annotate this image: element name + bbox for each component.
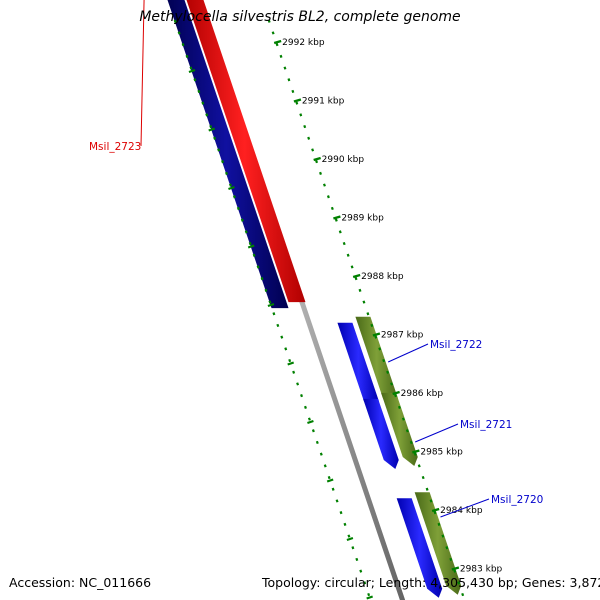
gene-label-msil-2723[interactable]: Msil_2723: [89, 141, 141, 153]
gene-msil-2723-band-outer[interactable]: [183, 0, 306, 303]
leader-line: [140, 0, 145, 147]
outer-dotted-track: [267, 19, 465, 597]
scale-tick-2991: 2991 kbp: [208, 97, 345, 132]
gene-label-msil-2722[interactable]: Msil_2722: [430, 339, 482, 351]
leader-line: [387, 343, 429, 363]
scale-tick-label: 2983 kbp: [460, 565, 503, 575]
scale-tick-2986: 2986 kbp: [307, 389, 444, 425]
gene-msil-2720-arrow[interactable]: [396, 498, 443, 598]
scale-tick-label: 2985 kbp: [420, 448, 463, 458]
scale-tick-2988: 2988 kbp: [267, 272, 404, 308]
scale-ticks-layer: 2992 kbp 2991 kbp 2990 kbp 2989 kbp 2988 kbp…: [173, 19, 503, 600]
scale-tick-2983: 2983 kbp: [366, 565, 503, 600]
gene-label-msil-2721[interactable]: Msil_2721: [460, 419, 512, 431]
scale-tick-label: 2986 kbp: [401, 389, 444, 399]
scale-tick-label: 2991 kbp: [302, 97, 345, 107]
scale-tick-2992: 2992 kbp: [188, 38, 325, 74]
gene-msil-2721-rna-band[interactable]: [381, 392, 418, 467]
scale-tick-2990: 2990 kbp: [228, 155, 365, 191]
gene-label-msil-2720[interactable]: Msil_2720: [491, 494, 543, 506]
scale-tick-2987: 2987 kbp: [287, 331, 424, 366]
scale-tick-2984: 2984 kbp: [346, 506, 483, 542]
gene-msil-2723-band-inner[interactable]: [164, 0, 289, 309]
leader-line: [414, 423, 459, 443]
gene-msil-2720-rna-band[interactable]: [414, 492, 462, 595]
scale-tick-label: 2987 kbp: [381, 331, 424, 341]
gene-msil-2721-arrow[interactable]: [363, 398, 399, 470]
map-title: Methylocella silvestris BL2, complete ge…: [139, 9, 461, 25]
gene-msil-2722-arrow[interactable]: [337, 322, 380, 411]
tracks-layer: [164, 0, 462, 600]
genome-summary-text: Topology: circular; Length: 4,305,430 bp…: [262, 575, 600, 590]
leader-line: [440, 498, 490, 518]
scale-tick-label: 2984 kbp: [440, 506, 483, 516]
scale-tick-2985: 2985 kbp: [326, 448, 463, 483]
scale-tick-label: 2990 kbp: [322, 155, 365, 165]
gene-msil-2722-rna-band[interactable]: [355, 316, 399, 408]
scale-tick-label: 2988 kbp: [361, 272, 404, 282]
accession-text: Accession: NC_011666: [9, 575, 152, 590]
inner-dotted-track: [173, 19, 371, 597]
scale-tick-label: 2989 kbp: [341, 214, 384, 224]
labels-layer: Msil_2723 Msil_2722 Msil_2721 Msil_2720: [89, 0, 543, 518]
scale-tick-2989: 2989 kbp: [247, 214, 384, 249]
scale-tick-label: 2992 kbp: [282, 38, 325, 48]
